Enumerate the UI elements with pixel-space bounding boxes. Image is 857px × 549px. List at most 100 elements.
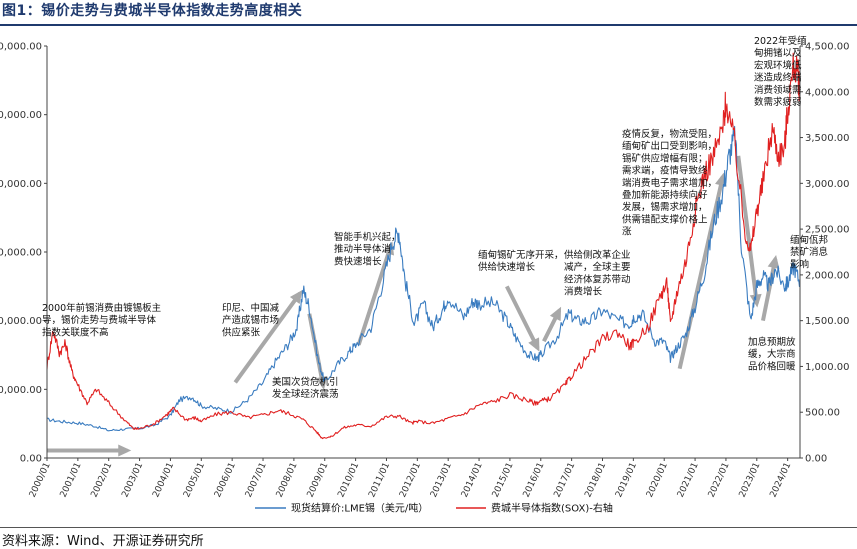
y-right-tick-label: 1,500.00 [805, 316, 850, 327]
trend-arrow-shaft [233, 292, 302, 384]
y-left-tick-label: 30,000.00 [0, 248, 42, 259]
annotation-text: 涨 [622, 227, 632, 238]
annotation-text: 加息预期放 [748, 336, 796, 348]
x-tick-label: 2018/01 [583, 461, 608, 499]
y-right-tick-label: 500.00 [805, 408, 840, 419]
annotation-text: 迷造成终端 [754, 72, 802, 84]
x-tick-label: 2010/01 [336, 461, 361, 499]
annotation-text: 供应紧张 [222, 326, 261, 338]
y-right-tick-label: 3,000.00 [805, 179, 850, 190]
trend-arrow-shaft [505, 285, 540, 350]
y-left-tick-label: 0.00 [20, 454, 42, 465]
annotation-text: 疫情反复，物流受阻， [622, 128, 717, 140]
annotation-text: 产造成锡市场 [222, 314, 279, 326]
annotation-text: 影响 [790, 258, 809, 270]
trend-arrow-head [289, 289, 303, 305]
trend-arrow-shaft [736, 155, 759, 304]
annotation-text: 2022年受缅 [754, 35, 807, 47]
x-tick-label: 2015/01 [491, 461, 516, 499]
annotation-text: 供需错配支撑价格上 [622, 213, 708, 225]
x-tick-label: 2007/01 [244, 461, 269, 499]
x-tick-label: 2020/01 [645, 461, 670, 499]
source-note: 资料来源：Wind、开源证券研究所 [2, 534, 204, 549]
x-tick-label: 2009/01 [306, 461, 331, 499]
trend-arrow-head [767, 254, 780, 269]
annotation-text: 指数关联度不高 [42, 326, 109, 338]
y-left-tick-label: 60,000.00 [0, 42, 42, 53]
y-left-tick-label: 10,000.00 [0, 385, 42, 396]
trend-arrow-shaft [761, 258, 778, 322]
annotation-text: 2000年前锡消费由镀锡板主 [42, 302, 161, 314]
trend-arrow-head [549, 306, 562, 322]
x-tick-label: 2017/01 [552, 461, 577, 499]
y-right-tick-label: 1,000.00 [805, 362, 850, 373]
annotation-text: 叠加新能源持续向好 [622, 189, 708, 201]
annotation-text: 缅甸锡矿无序开采， [478, 249, 564, 261]
annotation-text: 禁矿消息 [790, 246, 828, 258]
x-tick-label: 2011/01 [367, 461, 392, 499]
x-tick-label: 2014/01 [460, 461, 485, 499]
annotation-text: 消费增长 [564, 286, 603, 298]
x-tick-label: 2000/01 [28, 461, 53, 499]
annotation-text: 缅甸佤邦 [790, 234, 829, 246]
legend-label-sox: 费城半导体指数(SOX)-右轴 [491, 502, 613, 515]
x-tick-label: 2024/01 [769, 461, 794, 499]
trend-arrow-head [528, 337, 540, 352]
legend: 现货结算价:LME锡（美元/吨） 费城半导体指数(SOX)-右轴 [255, 502, 613, 515]
footer-divider [0, 527, 857, 528]
annotation-text: 甸拥锗以及 [754, 47, 802, 59]
annotation-text: 需求端，疫情导致终 [622, 165, 708, 177]
annotation-text: 减产，全球主要 [564, 261, 631, 273]
y-right-tick-label: 2,500.00 [805, 225, 850, 236]
annotation-text: 品价格回暖 [748, 360, 796, 372]
annotation-text: 经济体复苏带动 [564, 273, 631, 285]
annotation-text: 供给侧改革企业 [564, 249, 631, 261]
x-tick-label: 2008/01 [275, 461, 300, 499]
annotation-text: 供给快速增长 [478, 261, 536, 273]
trend-arrow-head [118, 444, 132, 457]
legend-label-lme-tin: 现货结算价:LME锡（美元/吨） [291, 502, 428, 515]
y-right-tick-label: 0.00 [805, 454, 827, 465]
x-tick-label: 2021/01 [676, 461, 701, 499]
chart-title: 图1：锡价走势与费城半导体指数走势高度相关 [2, 3, 303, 19]
annotation-text: 费快速增长 [334, 255, 382, 267]
y-left-tick-label: 50,000.00 [0, 110, 42, 121]
x-tick-label: 2001/01 [59, 461, 84, 499]
x-tick-label: 2023/01 [738, 461, 763, 499]
title-divider [0, 24, 857, 26]
x-tick-label: 2012/01 [398, 461, 423, 499]
y-right-tick-label: 4,500.00 [805, 42, 850, 53]
x-tick-label: 2002/01 [90, 461, 115, 499]
annotation-text: 导，锡价走势与费城半导体 [42, 314, 157, 326]
y-left-tick-label: 20,000.00 [0, 316, 42, 327]
x-tick-label: 2005/01 [182, 461, 207, 499]
axes: 0.00 10,000.00 20,000.00 30,000.00 40,000.00… [0, 42, 850, 500]
annotation-text: 美国次贷危机引 [272, 376, 339, 388]
y-right-tick-label: 2,000.00 [805, 270, 850, 281]
annotation-text: 印尼、中国减 [222, 302, 280, 314]
annotation-text: 智能手机兴起， [334, 231, 401, 243]
x-tick-label: 2022/01 [707, 461, 732, 499]
annotation-text: 发全球经济震荡 [272, 388, 339, 400]
annotation-text: 消费领域需 [754, 84, 802, 96]
series-lme-tin-line [46, 125, 801, 432]
x-tick-label: 2013/01 [429, 461, 454, 499]
x-tick-label: 2004/01 [151, 461, 176, 499]
x-tick-label: 2006/01 [213, 461, 238, 499]
x-tick-label: 2003/01 [120, 461, 145, 499]
annotation-text: 锡矿供应增幅有限； [622, 152, 708, 164]
annotation-text: 缅甸矿出口受到影响， [622, 140, 717, 152]
y-right-tick-label: 3,500.00 [805, 133, 850, 144]
x-tick-label: 2016/01 [522, 461, 547, 499]
annotation-text: 缓，大宗商 [748, 348, 796, 360]
annotation-text: 数需求疲弱 [754, 96, 802, 108]
y-right-tick-label: 4,000.00 [805, 87, 850, 98]
trend-arrow-head [749, 293, 762, 308]
annotation-text: 端消费电子需求增加， [622, 177, 717, 189]
x-tick-label: 2019/01 [614, 461, 639, 499]
y-left-tick-label: 40,000.00 [0, 179, 42, 190]
annotation-text: 推动半导体消 [334, 243, 391, 255]
series-lines [46, 52, 801, 440]
annotation-text: 宏观环境低 [754, 59, 802, 71]
